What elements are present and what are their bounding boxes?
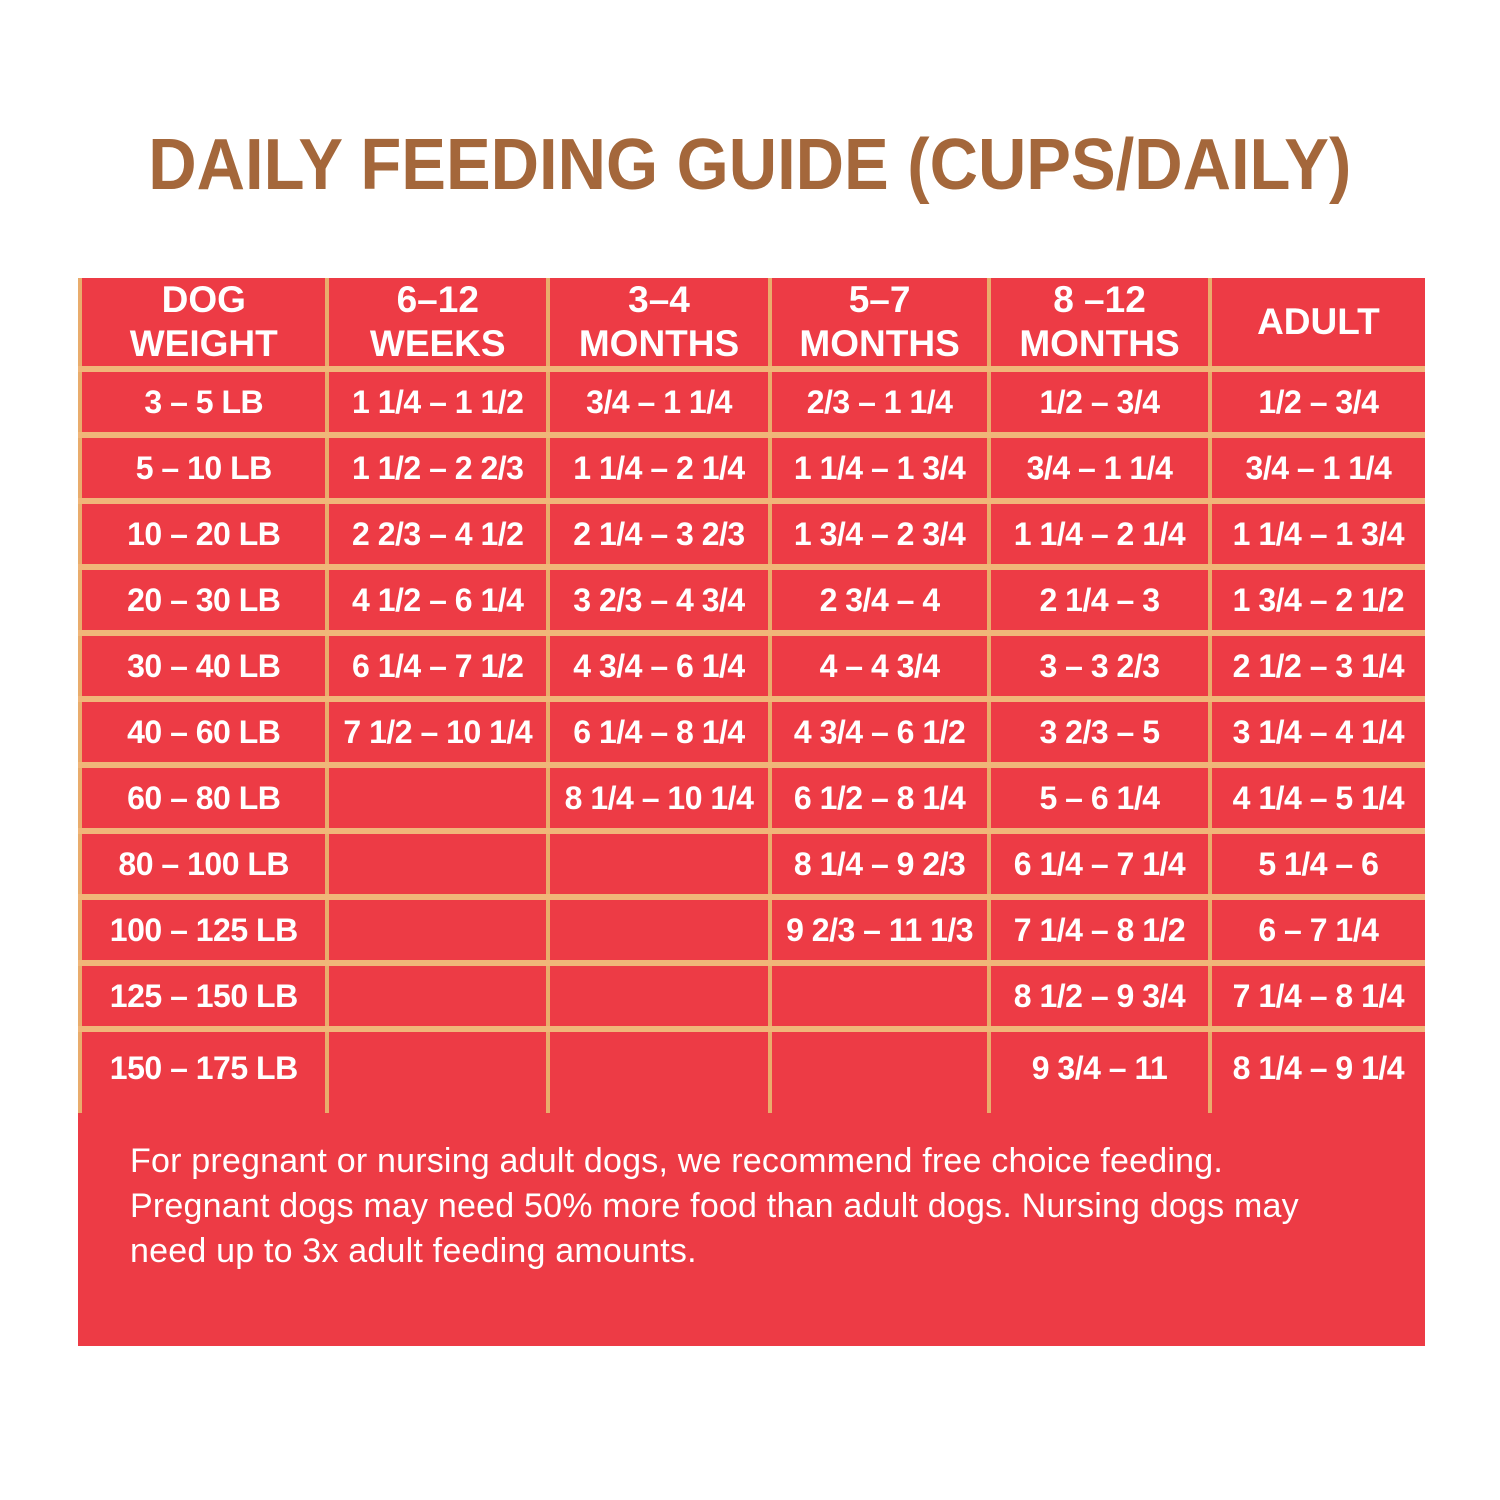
- feeding-amount-cell: 7 1/4 – 8 1/2: [989, 897, 1212, 966]
- feeding-amount-cell: 1 3/4 – 2 1/2: [1209, 567, 1425, 636]
- feeding-amount-cell: 3 1/4 – 4 1/4: [1209, 699, 1425, 768]
- feeding-amount-cell: [548, 963, 772, 1032]
- feeding-amount-cell: 1/2 – 3/4: [989, 369, 1212, 438]
- table-row: 80 – 100 LB 8 1/4 – 9 2/3 6 1/4 – 7 1/4 5 1…: [77, 831, 1425, 900]
- feeding-amount-cell: 4 3/4 – 6 1/2: [769, 699, 992, 768]
- col-header-dog-weight: DOG WEIGHT: [77, 278, 330, 372]
- feeding-amount-cell: 2 1/4 – 3: [989, 567, 1212, 636]
- feeding-amount-cell: 4 – 4 3/4: [769, 633, 992, 702]
- feeding-amount-cell: 2 1/2 – 3 1/4: [1209, 633, 1425, 702]
- feeding-amount-cell: 8 1/4 – 10 1/4: [548, 765, 772, 834]
- feeding-table-body: 3 – 5 LB 1 1/4 – 1 1/2 3/4 – 1 1/4 2/3 – 1 …: [77, 369, 1425, 1113]
- feeding-footnote: For pregnant or nursing adult dogs, we r…: [130, 1139, 1373, 1274]
- dog-weight-cell: 40 – 60 LB: [77, 699, 330, 768]
- dog-weight-cell: 150 – 175 LB: [77, 1029, 330, 1113]
- feeding-amount-cell: 8 1/4 – 9 1/4: [1232, 1050, 1405, 1086]
- feeding-amount-cell: 3/4 – 1 1/4: [989, 435, 1212, 504]
- feeding-amount-cell: 6 1/4 – 7 1/4: [989, 831, 1212, 900]
- col-header-8-12-months: 8 –12 MONTHS: [989, 278, 1212, 372]
- feeding-amount-cell: 8 1/4 – 9 2/3: [769, 831, 992, 900]
- feeding-amount-cell: 4 1/2 – 6 1/4: [327, 567, 551, 636]
- feeding-amount-cell: 9 3/4 – 11: [989, 1029, 1212, 1113]
- table-row: 60 – 80 LB 8 1/4 – 10 1/4 6 1/2 – 8 1/4 5 –…: [77, 765, 1425, 834]
- feeding-amount-cell: 2 2/3 – 4 1/2: [327, 501, 551, 570]
- feeding-amount-cell: 9 2/3 – 11 1/3: [769, 897, 992, 966]
- dog-weight-cell: 80 – 100 LB: [77, 831, 330, 900]
- footnote-line: Pregnant dogs may need 50% more food tha…: [130, 1186, 1299, 1225]
- table-row: 30 – 40 LB 6 1/4 – 7 1/2 4 3/4 – 6 1/4 4 – …: [77, 633, 1425, 702]
- dog-weight-cell: 125 – 150 LB: [77, 963, 330, 1032]
- feeding-amount-cell: 1 3/4 – 2 3/4: [769, 501, 992, 570]
- col-header-adult: ADULT: [1209, 278, 1425, 372]
- feeding-amount-cell: 4 1/4 – 5 1/4: [1209, 765, 1425, 834]
- dog-weight-cell: 100 – 125 LB: [77, 897, 330, 966]
- page-title: DAILY FEEDING GUIDE (CUPS/DAILY): [0, 124, 1500, 206]
- feeding-amount-cell: [327, 1029, 551, 1113]
- col-header-3-4-months: 3–4 MONTHS: [548, 278, 772, 372]
- feeding-amount-cell: 2 3/4 – 4: [769, 567, 992, 636]
- feeding-amount-cell: 7 1/2 – 10 1/4: [327, 699, 551, 768]
- col-header-6-12-weeks: 6–12 WEEKS: [327, 278, 551, 372]
- feeding-amount-cell: 3 2/3 – 4 3/4: [548, 567, 772, 636]
- dog-weight-cell: 20 – 30 LB: [77, 567, 330, 636]
- feeding-amount-cell: 4 3/4 – 6 1/4: [548, 633, 772, 702]
- dog-weight-cell: 60 – 80 LB: [77, 765, 330, 834]
- footnote-line: For pregnant or nursing adult dogs, we r…: [130, 1142, 1223, 1180]
- feeding-amount-cell: 6 – 7 1/4: [1209, 897, 1425, 966]
- feeding-amount-cell: [548, 831, 772, 900]
- feeding-amount-cell: 2 1/4 – 3 2/3: [548, 501, 772, 570]
- feeding-amount-cell: [327, 963, 551, 1032]
- feeding-table-header: DOG WEIGHT 6–12 WEEKS 3–4 MONTHS 5–7 MON…: [77, 278, 1425, 372]
- feeding-amount-cell: [327, 897, 551, 966]
- feeding-amount-cell: [548, 897, 772, 966]
- feeding-amount-cell: 1 1/4 – 2 1/4: [989, 501, 1212, 570]
- col-header-5-7-months: 5–7 MONTHS: [769, 278, 992, 372]
- feeding-amount-cell: [769, 963, 992, 1032]
- feeding-amount-cell: 1/2 – 3/4: [1209, 369, 1425, 438]
- feeding-amount-cell: 3 – 3 2/3: [989, 633, 1212, 702]
- footnote-line: need up to 3x adult feeding amounts.: [130, 1231, 697, 1270]
- table-row: 20 – 30 LB 4 1/2 – 6 1/4 3 2/3 – 4 3/4 2 3/…: [77, 567, 1425, 636]
- table-row: 40 – 60 LB 7 1/2 – 10 1/4 6 1/4 – 8 1/4 4 3…: [77, 699, 1425, 768]
- table-row: 125 – 150 LB 8 1/2 – 9 3/4 7 1/4 – 8 1/4: [77, 963, 1425, 1032]
- table-row: 100 – 125 LB 9 2/3 – 11 1/3 7 1/4 – 8 1/2 6…: [77, 897, 1425, 966]
- feeding-amount-cell: 1 1/4 – 2 1/4: [548, 435, 772, 504]
- feeding-amount-cell: 6 1/4 – 8 1/4: [548, 699, 772, 768]
- table-row: 3 – 5 LB 1 1/4 – 1 1/2 3/4 – 1 1/4 2/3 – 1 …: [77, 369, 1425, 438]
- feeding-amount-cell: 7 1/4 – 8 1/4: [1209, 963, 1425, 1032]
- page-title-text: DAILY FEEDING GUIDE (CUPS/DAILY): [148, 125, 1352, 205]
- header-row: DOG WEIGHT 6–12 WEEKS 3–4 MONTHS 5–7 MON…: [77, 278, 1425, 372]
- feeding-amount-cell: 3/4 – 1 1/4: [1209, 435, 1425, 504]
- table-row: 10 – 20 LB 2 2/3 – 4 1/2 2 1/4 – 3 2/3 1 3/…: [77, 501, 1425, 570]
- feeding-amount-cell: 1 1/2 – 2 2/3: [327, 435, 551, 504]
- feeding-amount-cell: [327, 765, 551, 834]
- feeding-guide-panel: DOG WEIGHT 6–12 WEEKS 3–4 MONTHS 5–7 MON…: [77, 278, 1425, 1346]
- feeding-amount-cell: 1 1/4 – 1 3/4: [1209, 501, 1425, 570]
- feeding-amount-cell: 1 1/4 – 1 3/4: [769, 435, 992, 504]
- table-row: 5 – 10 LB 1 1/2 – 2 2/3 1 1/4 – 2 1/4 1 1/4…: [77, 435, 1425, 504]
- feeding-amount-cell: 8 1/2 – 9 3/4: [989, 963, 1212, 1032]
- dog-weight-cell: 10 – 20 LB: [77, 501, 330, 570]
- feeding-amount-cell: 5 – 6 1/4: [989, 765, 1212, 834]
- dog-weight-cell: 30 – 40 LB: [77, 633, 330, 702]
- feeding-amount-cell: [327, 831, 551, 900]
- feeding-amount-cell: [548, 1029, 772, 1113]
- feeding-amount-cell: 6 1/2 – 8 1/4: [769, 765, 992, 834]
- feeding-amount-cell: 6 1/4 – 7 1/2: [327, 633, 551, 702]
- feeding-amount-cell: 3/4 – 1 1/4: [548, 369, 772, 438]
- feeding-amount-cell: [769, 1029, 992, 1113]
- dog-weight-cell: 5 – 10 LB: [77, 435, 330, 504]
- dog-weight-cell: 3 – 5 LB: [77, 369, 330, 438]
- table-row: 150 – 175 LB 9 3/4 – 11 8 1/4 – 9 1/4: [77, 1029, 1425, 1113]
- feeding-amount-cell: 3 2/3 – 5: [989, 699, 1212, 768]
- feeding-amount-cell: 5 1/4 – 6: [1209, 831, 1425, 900]
- feeding-amount-cell: 2/3 – 1 1/4: [769, 369, 992, 438]
- feeding-amount-cell: 1 1/4 – 1 1/2: [327, 369, 551, 438]
- feeding-table: DOG WEIGHT 6–12 WEEKS 3–4 MONTHS 5–7 MON…: [77, 278, 1425, 1113]
